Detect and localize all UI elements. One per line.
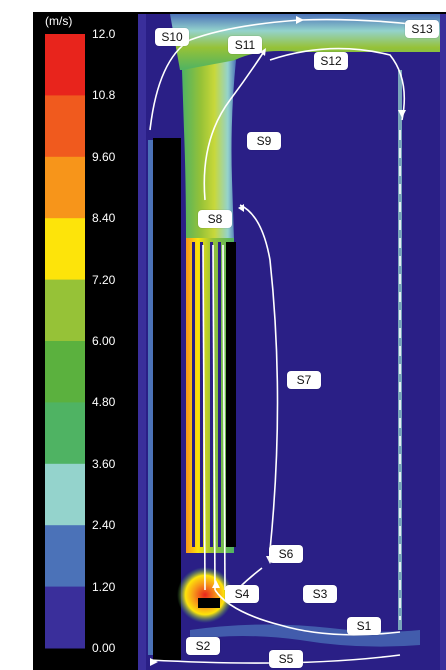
- legend-band: [45, 402, 85, 465]
- color-legend-bar: [45, 34, 85, 649]
- hot-zone: [177, 567, 233, 623]
- legend-tick-label: 8.40: [92, 211, 116, 226]
- legend-tick-label: 7.20: [92, 272, 116, 287]
- legend-tick-label: 4.80: [92, 395, 116, 410]
- label-s11: S11: [228, 36, 262, 54]
- streamline-coil-1: [202, 244, 206, 591]
- streamline-coil-2: [212, 244, 216, 591]
- streamline-s7: [239, 204, 279, 551]
- label-s8: S8: [198, 210, 232, 228]
- legend-tick-label: 12.0: [92, 27, 116, 41]
- label-s12: S12: [314, 52, 348, 70]
- right-wall: [440, 14, 446, 670]
- legend-band: [45, 34, 85, 96]
- legend-tick-label: 9.60: [92, 149, 116, 164]
- label-s7: S7: [287, 371, 321, 389]
- streamline-s9: [203, 49, 266, 201]
- legend-band: [45, 218, 85, 281]
- legend-band: [45, 95, 85, 158]
- label-s9: S9: [247, 132, 281, 150]
- legend-band: [45, 341, 85, 403]
- legend-tick-label: 0.00: [92, 641, 116, 655]
- left-block: [153, 138, 181, 660]
- legend-tick-label: 1.20: [92, 579, 116, 594]
- vertical-duct-flow: [182, 60, 236, 240]
- legend-tick-label: 2.40: [92, 518, 116, 533]
- legend-band: [45, 525, 85, 588]
- legend-tick-label: 3.60: [92, 456, 116, 471]
- streamline-s12: [269, 47, 406, 121]
- bottom-flow-band: [190, 624, 420, 647]
- label-s5: S5: [269, 650, 303, 668]
- streamline-arrows: [150, 16, 406, 666]
- label-s10: S10: [155, 28, 189, 46]
- legend-band: [45, 463, 85, 526]
- left-wall: [138, 14, 146, 670]
- left-channel: [148, 140, 153, 655]
- burner-block: [198, 598, 220, 608]
- label-s6: S6: [269, 545, 303, 563]
- coil-plates: [192, 242, 236, 547]
- label-s3: S3: [303, 585, 337, 603]
- streamline-coil-3: [222, 244, 226, 591]
- legend-unit: (m/s): [45, 14, 73, 28]
- legend-band: [45, 279, 85, 342]
- streamline-s10: [149, 18, 421, 131]
- legend-band: [45, 156, 85, 219]
- legend-tick-label: 10.8: [92, 88, 116, 103]
- label-s4: S4: [225, 585, 259, 603]
- label-s2: S2: [186, 637, 220, 655]
- legend-tick-label: 6.00: [92, 334, 116, 348]
- legend-band: [45, 586, 85, 649]
- label-s1: S1: [347, 617, 381, 635]
- label-s13: S13: [405, 20, 439, 38]
